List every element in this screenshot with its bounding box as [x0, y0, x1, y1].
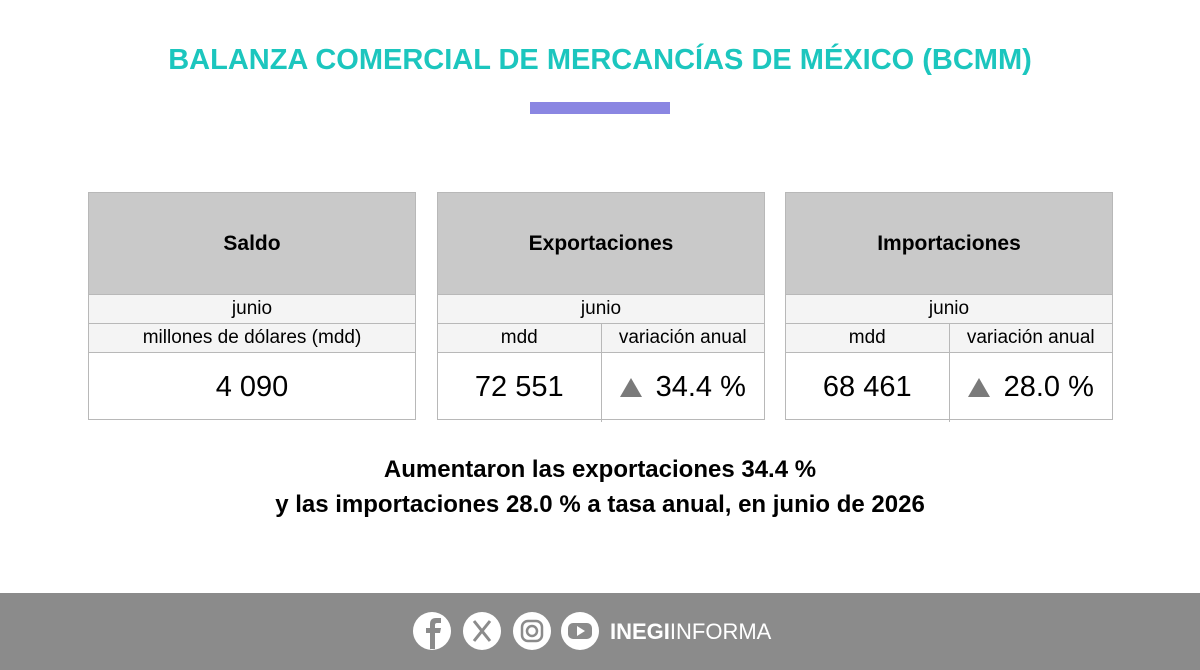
panel: Saldo junio millones de dólares (mdd) 4 090	[88, 192, 416, 420]
panel-title: Saldo	[89, 193, 415, 295]
panel: Exportaciones junio mdd 72 551 variación anu…	[437, 192, 765, 422]
column-unit: mdd	[786, 324, 949, 353]
panel: Importaciones junio mdd 68 461 variación anu…	[785, 192, 1113, 422]
up-arrow	[967, 378, 990, 397]
panel-title: Importaciones	[786, 193, 1112, 295]
up-arrow	[619, 378, 642, 397]
social-icons	[413, 612, 599, 650]
column: mdd 72 551	[438, 324, 601, 422]
panel-period: junio	[786, 295, 1112, 324]
column: millones de dólares (mdd) 4 090	[89, 324, 415, 422]
footer: INEGIINFORMA	[0, 593, 1200, 670]
panel-columns: mdd 72 551 variación anual 34.4 %	[438, 324, 764, 422]
column-value: 4 090	[89, 353, 415, 422]
summary-line: y las importaciones 28.0 % a tasa anual,…	[275, 491, 925, 518]
column-unit: millones de dólares (mdd)	[89, 324, 415, 353]
column-value: 68 461	[786, 353, 949, 422]
column-value: 28.0 %	[950, 353, 1113, 422]
column: variación anual 28.0 %	[948, 324, 1113, 422]
column-value: 72 551	[438, 353, 601, 422]
panel-period: junio	[438, 295, 764, 324]
title-underline	[530, 102, 670, 114]
value-text: 4 090	[215, 371, 289, 403]
value-text: 72 551	[474, 371, 564, 403]
column-value: 34.4 %	[602, 353, 765, 422]
value-text: 34.4 %	[655, 371, 746, 403]
column-unit: variación anual	[949, 324, 1112, 353]
brand: INEGIINFORMA	[610, 619, 771, 645]
column-unit: variación anual	[601, 324, 764, 353]
panel-title: Exportaciones	[438, 193, 764, 295]
panel-columns: mdd 68 461 variación anual 28.0 %	[786, 324, 1112, 422]
panel-columns: millones de dólares (mdd) 4 090	[89, 324, 415, 422]
title: BALANZA COMERCIAL DE MERCANCÍAS DE MÉXIC…	[168, 44, 1032, 76]
column: variación anual 34.4 %	[600, 324, 765, 422]
brand-light: INFORMA	[669, 619, 772, 644]
panel-period: junio	[89, 295, 415, 324]
brand-bold: INEGI	[610, 619, 670, 644]
summary-line: Aumentaron las exportaciones 34.4 %	[383, 456, 817, 483]
column-unit: mdd	[438, 324, 601, 353]
column: mdd 68 461	[786, 324, 949, 422]
value-text: 28.0 %	[1003, 371, 1094, 403]
value-text: 68 461	[822, 371, 912, 403]
